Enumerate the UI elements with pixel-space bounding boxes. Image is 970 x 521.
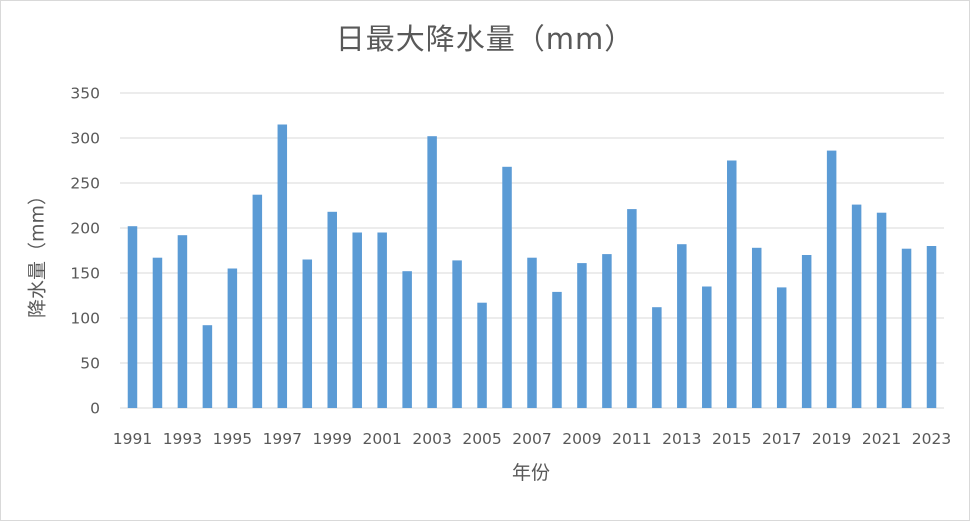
bar-2023 [926,246,937,408]
y-tick-label: 150 [70,265,100,283]
x-tick-label: 1991 [113,430,152,448]
y-tick-label: 100 [70,310,100,328]
y-tick-label: 300 [70,130,100,148]
bar-2017 [776,287,787,408]
bar-1991 [127,226,138,408]
x-tick-label: 2015 [712,430,751,448]
y-tick-label: 200 [70,220,100,238]
x-tick-label: 2019 [812,430,851,448]
y-tick-label: 350 [70,85,100,103]
bar-2005 [477,302,487,408]
x-tick-labels: 1991 1993 1995 1997 1999 2001 2003 2005 2007 2009… [113,430,951,448]
bar-1999 [327,211,337,408]
chart-title: 日最大降水量（mm） [335,22,635,56]
x-tick-label: 1993 [163,430,202,448]
x-tick-label: 2003 [412,430,451,448]
bar-2003 [427,136,437,408]
x-tick-label: 2011 [612,430,651,448]
x-axis-title: 年份 [511,462,550,484]
bar-2008 [552,291,562,408]
bar-1998 [302,259,313,408]
bar-2020 [851,204,862,408]
bar-2007 [527,257,537,408]
bar-2010 [602,254,612,408]
y-tick-labels: 0 50 100 150 200 250 300 350 [70,85,100,418]
bar-1995 [227,268,238,408]
bar-1994 [202,325,213,408]
x-tick-label: 1997 [263,430,302,448]
bar-2016 [751,247,762,408]
x-tick-label: 2023 [912,430,951,448]
x-tick-label: 2001 [362,430,401,448]
bar-2011 [627,209,637,408]
bar-1993 [177,235,188,408]
x-tick-label: 1995 [213,430,252,448]
bar-2009 [577,263,587,408]
x-tick-label: 1999 [313,430,352,448]
bar-1996 [252,194,263,408]
bar-2000 [352,232,362,408]
x-tick-label: 2013 [662,430,701,448]
y-tick-label: 50 [80,355,100,373]
y-tick-label: 0 [90,400,100,418]
bar-2002 [402,271,412,408]
x-tick-label: 2007 [512,430,551,448]
x-tick-label: 2017 [762,430,801,448]
bar-2012 [652,307,662,408]
bar-2022 [901,248,912,408]
bar-1997 [277,124,288,408]
bar-2019 [826,150,837,408]
x-tick-label: 2009 [562,430,601,448]
bar-2014 [702,286,712,408]
bar-2006 [502,166,512,408]
y-tick-label: 250 [70,175,100,193]
x-tick-label: 2005 [462,430,501,448]
bar-2018 [801,255,812,408]
bar-1992 [152,257,163,408]
bar-2001 [377,232,387,408]
bar-2015 [727,160,737,408]
bar-2021 [876,212,887,408]
x-tick-label: 2021 [862,430,901,448]
bars [127,124,937,408]
bar-2004 [452,260,462,408]
bar-2013 [677,244,687,408]
